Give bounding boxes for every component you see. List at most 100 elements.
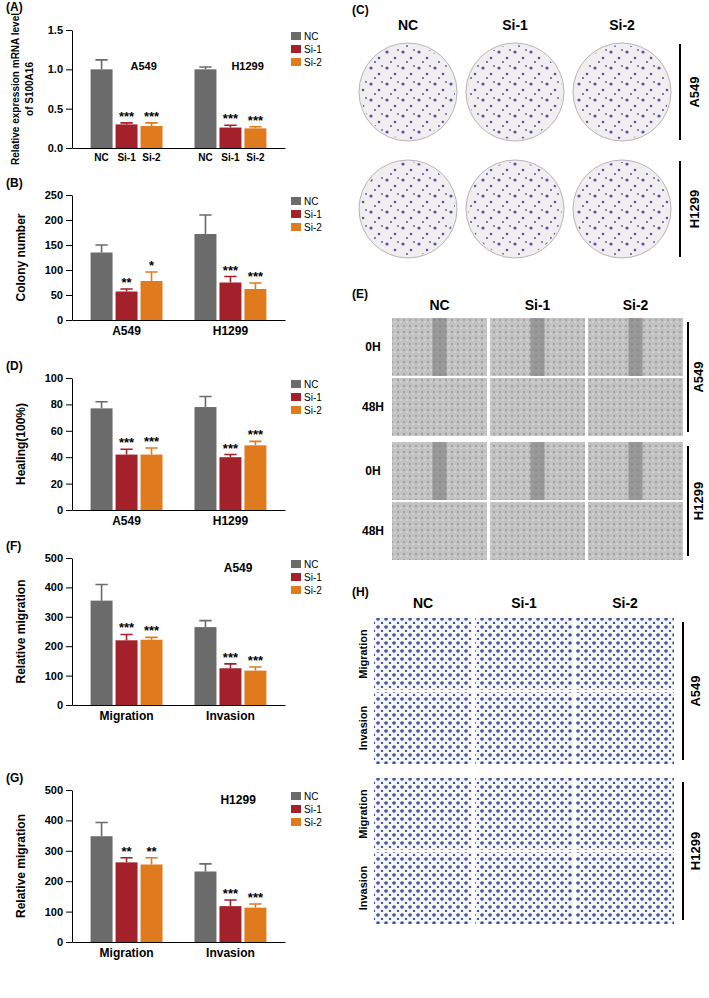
- y-tick-mark: [66, 431, 72, 432]
- category-label: H1299: [231, 60, 263, 72]
- transwell-image: [374, 692, 472, 764]
- bar: [91, 408, 113, 510]
- legend-swatch: [291, 560, 301, 568]
- y-tick: 0.5: [48, 103, 72, 115]
- transwell-image: [475, 618, 573, 690]
- bar: [194, 871, 216, 942]
- transwell-cells: [475, 618, 573, 690]
- y-tick: 200: [45, 640, 72, 652]
- y-tick-label: 150: [45, 239, 63, 251]
- x-tick-label: Migration: [100, 709, 154, 723]
- group-label: A549: [688, 675, 703, 706]
- wound-image: [490, 318, 585, 376]
- y-axis-title: of S100A16: [24, 62, 35, 116]
- y-axis: 050100150200250: [45, 189, 73, 326]
- significance: ***: [248, 113, 264, 128]
- image-panel: (C)NCSi-1Si-2A549H1299: [352, 3, 702, 258]
- transwell-cells: [576, 692, 674, 764]
- transwell-cells: [475, 692, 573, 764]
- row-label: 0H: [365, 340, 380, 354]
- y-tick: 400: [45, 814, 72, 826]
- y-tick-mark: [66, 245, 72, 246]
- y-tick: 50: [51, 289, 72, 301]
- plot-area: [91, 60, 267, 148]
- plot-area: [91, 823, 267, 942]
- category-label: A549: [131, 60, 157, 72]
- y-tick-label: 100: [45, 264, 63, 276]
- y-tick: 1.5: [48, 24, 72, 36]
- y-tick-label: 40: [51, 451, 63, 463]
- column-header: Si-2: [609, 17, 635, 33]
- y-tick-mark: [66, 510, 72, 511]
- y-tick-label: 0: [57, 699, 63, 711]
- wound-image: [588, 318, 683, 376]
- transwell-cells: [374, 692, 472, 764]
- transwell-cells: [374, 852, 472, 924]
- legend-label: NC: [304, 196, 318, 207]
- row-label: Invasion: [357, 865, 369, 910]
- y-tick-mark: [66, 790, 72, 791]
- figure: NCNC***Si-1***Si-1***Si-2***Si-2A549H129…: [0, 0, 709, 998]
- wound-gap: [531, 442, 545, 500]
- error-bar: [145, 272, 157, 281]
- y-tick-label: 200: [45, 214, 63, 226]
- column-header: Si-2: [612, 595, 638, 611]
- transwell-image: [576, 852, 674, 924]
- row-label: 48H: [362, 400, 384, 414]
- image-panel: (H)NCSi-1Si-2MigrationInvasionA549Migrat…: [352, 585, 703, 924]
- y-tick-label: 200: [45, 875, 63, 887]
- y-tick-label: 300: [45, 611, 63, 623]
- y-tick: 300: [45, 845, 72, 857]
- y-tick-mark: [66, 705, 72, 706]
- bar: [91, 601, 113, 705]
- x-tick-label: Invasion: [206, 946, 255, 960]
- y-tick-mark: [66, 881, 72, 882]
- y-tick-mark: [66, 270, 72, 271]
- y-tick: 80: [51, 398, 72, 410]
- legend-label: Si-1: [304, 209, 322, 220]
- x-tick-label: H1299: [213, 514, 249, 528]
- significance: ***: [223, 111, 239, 126]
- panel-title: (E): [352, 287, 368, 301]
- transwell-cells: [374, 778, 472, 850]
- y-tick-mark: [66, 558, 72, 559]
- panel-title: (G): [6, 771, 23, 785]
- y-tick-label: 400: [45, 814, 63, 826]
- significance: **: [121, 844, 132, 859]
- bar: [194, 69, 216, 148]
- y-tick-mark: [66, 30, 72, 31]
- legend-label: Si-2: [304, 817, 322, 828]
- wound-gap: [629, 442, 643, 500]
- y-tick-label: 1.5: [48, 24, 63, 36]
- x-tick-label: Si-2: [246, 152, 265, 163]
- legend-swatch: [291, 45, 301, 53]
- y-tick-label: 80: [51, 398, 63, 410]
- y-tick-label: 500: [45, 552, 63, 564]
- bar-labels: *********: [121, 258, 263, 290]
- y-axis-title: Healing(100%): [14, 403, 28, 485]
- y-tick-label: 500: [45, 784, 63, 796]
- error-bar: [199, 67, 211, 69]
- significance: ***: [119, 109, 135, 124]
- legend-swatch: [291, 58, 301, 66]
- legend-swatch: [291, 393, 301, 401]
- y-tick-label: 100: [45, 670, 63, 682]
- y-tick-mark: [66, 617, 72, 618]
- x-axis-line: [73, 942, 286, 943]
- row-label: Migration: [357, 629, 369, 679]
- x-axis-line: [73, 148, 286, 149]
- y-tick: 200: [45, 214, 72, 226]
- legend-swatch: [291, 792, 301, 800]
- annotation: A549: [224, 561, 253, 575]
- significance: **: [121, 275, 132, 290]
- x-tick: A549: [112, 320, 141, 338]
- y-tick: 1.0: [48, 63, 72, 75]
- transwell-image: [475, 692, 573, 764]
- panel-title: (F): [6, 539, 21, 553]
- chart-panel: NCNC***Si-1***Si-1***Si-2***Si-2A549H129…: [10, 13, 323, 165]
- y-tick: 60: [51, 425, 72, 437]
- column-header: NC: [413, 595, 433, 611]
- y-tick: 500: [45, 784, 72, 796]
- x-tick-label: NC: [94, 152, 108, 163]
- legend-swatch: [291, 805, 301, 813]
